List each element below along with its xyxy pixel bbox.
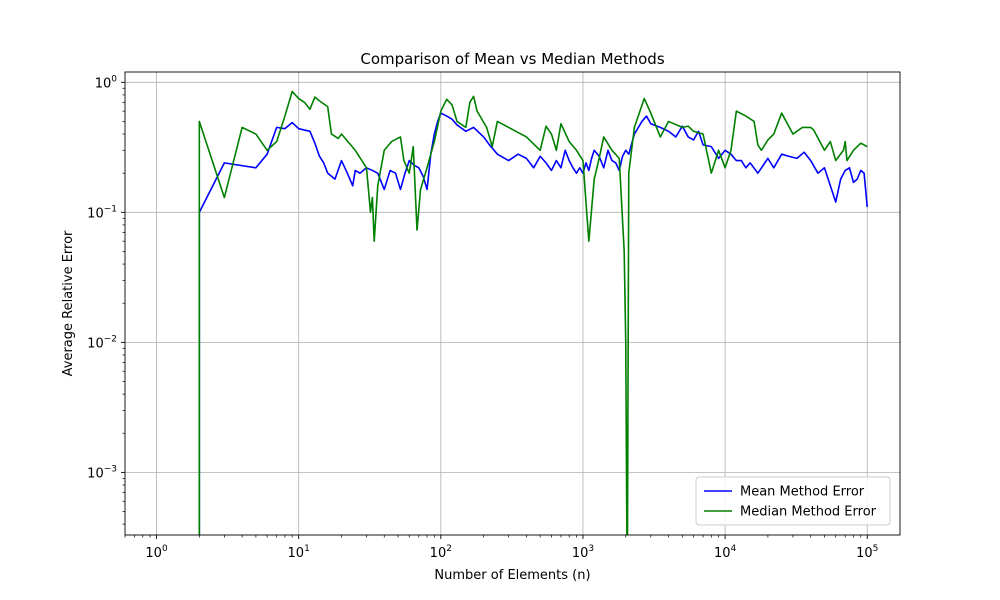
y-tick-label: 100 bbox=[95, 74, 118, 91]
x-tick-label: 101 bbox=[288, 544, 310, 561]
plot-area: 100 101 102 103 104 105 10−3 10−2 10−1 100 Mean Me… bbox=[87, 71, 901, 561]
y-axis-label: Average Relative Error bbox=[61, 230, 76, 376]
y-tick-label: 10−3 bbox=[87, 464, 117, 481]
x-tick-label: 103 bbox=[572, 544, 594, 561]
series-line bbox=[198, 90, 868, 535]
legend-box bbox=[695, 476, 891, 526]
legend-label: Mean Method Error bbox=[740, 485, 865, 500]
series-group bbox=[198, 90, 869, 535]
x-tick-label: 102 bbox=[430, 544, 452, 561]
x-axis-label: Number of Elements (n) bbox=[434, 568, 590, 583]
legend-label: Median Method Error bbox=[740, 505, 877, 520]
y-tick-label: 10−1 bbox=[87, 204, 117, 221]
series-line bbox=[198, 112, 869, 535]
y-tick-label: 10−2 bbox=[87, 334, 117, 351]
x-tick-label: 105 bbox=[856, 544, 878, 561]
legend: Mean Method Error Median Method Error bbox=[695, 476, 891, 526]
x-tick-label: 104 bbox=[714, 544, 737, 561]
x-tick-label: 100 bbox=[145, 544, 168, 561]
chart-title: Comparison of Mean vs Median Methods bbox=[360, 50, 664, 68]
